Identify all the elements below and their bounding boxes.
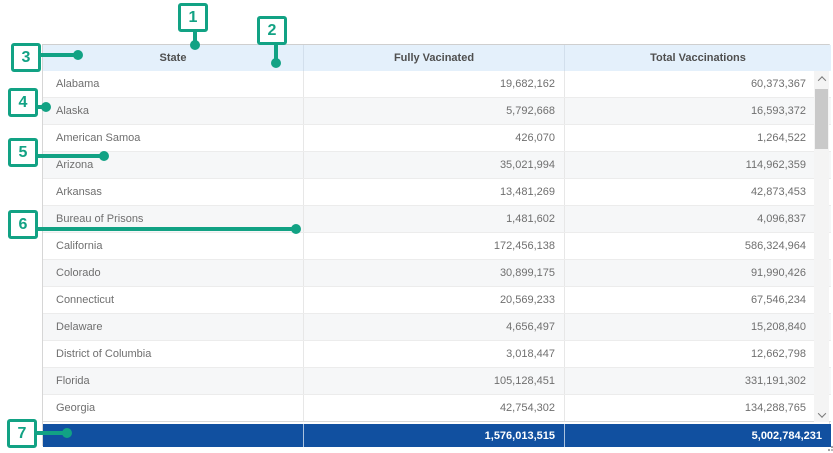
cell-fully-vaccinated: 3,018,447: [303, 341, 564, 367]
cell-state: Georgia: [43, 395, 303, 421]
cell-fully-vaccinated: 35,021,994: [303, 152, 564, 178]
cell-fully-vaccinated: 4,656,497: [303, 314, 564, 340]
table-body: Alabama19,682,16260,373,367Alaska5,792,6…: [43, 71, 831, 422]
table-row[interactable]: Delaware4,656,49715,208,840: [43, 314, 831, 341]
table-row[interactable]: Arizona35,021,994114,962,359: [43, 152, 831, 179]
totals-row: 1,576,013,515 5,002,784,231: [43, 424, 831, 447]
table-header: State Fully Vacinated Total Vaccinations: [43, 45, 831, 71]
table-row[interactable]: District of Columbia3,018,44712,662,798: [43, 341, 831, 368]
callout-2-dot: [271, 58, 281, 68]
callout-3: 3: [11, 43, 41, 72]
cell-state: Florida: [43, 368, 303, 394]
callout-6: 6: [8, 210, 38, 239]
cell-fully-vaccinated: 42,754,302: [303, 395, 564, 421]
cell-state: Alaska: [43, 98, 303, 124]
cell-state: American Samoa: [43, 125, 303, 151]
vaccination-table: State Fully Vacinated Total Vaccinations…: [42, 44, 830, 446]
callout-2: 2: [257, 16, 287, 45]
callout-3-dot: [73, 50, 83, 60]
cell-total-vaccinations: 331,191,302: [564, 368, 831, 394]
vertical-scrollbar[interactable]: [814, 71, 829, 422]
cell-total-vaccinations: 4,096,837: [564, 206, 831, 232]
cell-fully-vaccinated: 13,481,269: [303, 179, 564, 205]
scroll-down-icon: [817, 409, 825, 417]
scroll-up-button[interactable]: [814, 71, 829, 86]
table-row[interactable]: Colorado30,899,17591,990,426: [43, 260, 831, 287]
scroll-up-icon: [817, 76, 825, 84]
table-row[interactable]: Connecticut20,569,23367,546,234: [43, 287, 831, 314]
totals-total-vaccinations: 5,002,784,231: [564, 424, 831, 447]
callout-1: 1: [178, 3, 208, 32]
callout-7: 7: [7, 419, 37, 448]
cell-total-vaccinations: 42,873,453: [564, 179, 831, 205]
cell-state: District of Columbia: [43, 341, 303, 367]
resize-grip-icon[interactable]: [825, 441, 833, 450]
callout-7-dot: [62, 428, 72, 438]
cell-state: Connecticut: [43, 287, 303, 313]
cell-fully-vaccinated: 426,070: [303, 125, 564, 151]
callout-1-dot: [190, 40, 200, 50]
cell-total-vaccinations: 586,324,964: [564, 233, 831, 259]
cell-fully-vaccinated: 105,128,451: [303, 368, 564, 394]
table-row[interactable]: Florida105,128,451331,191,302: [43, 368, 831, 395]
column-header-fully-vaccinated[interactable]: Fully Vacinated: [303, 45, 564, 71]
cell-total-vaccinations: 12,662,798: [564, 341, 831, 367]
cell-state: Delaware: [43, 314, 303, 340]
callout-6-line: [37, 227, 297, 231]
cell-total-vaccinations: 16,593,372: [564, 98, 831, 124]
cell-total-vaccinations: 15,208,840: [564, 314, 831, 340]
cell-fully-vaccinated: 30,899,175: [303, 260, 564, 286]
callout-4: 4: [8, 88, 38, 117]
callout-5-dot: [99, 151, 109, 161]
totals-state-cell: [43, 424, 303, 447]
cell-fully-vaccinated: 172,456,138: [303, 233, 564, 259]
cell-total-vaccinations: 91,990,426: [564, 260, 831, 286]
screen: State Fully Vacinated Total Vaccinations…: [0, 0, 833, 453]
column-header-total-vaccinations[interactable]: Total Vaccinations: [564, 45, 831, 71]
table-row[interactable]: Alabama19,682,16260,373,367: [43, 71, 831, 98]
cell-fully-vaccinated: 20,569,233: [303, 287, 564, 313]
cell-total-vaccinations: 114,962,359: [564, 152, 831, 178]
callout-5-line: [37, 154, 105, 158]
callout-4-dot: [41, 102, 51, 112]
scroll-down-button[interactable]: [814, 407, 829, 422]
totals-fully-vaccinated: 1,576,013,515: [303, 424, 564, 447]
cell-state: Arkansas: [43, 179, 303, 205]
cell-total-vaccinations: 67,546,234: [564, 287, 831, 313]
scrollbar-thumb[interactable]: [815, 89, 828, 149]
table-row[interactable]: Georgia42,754,302134,288,765: [43, 395, 831, 422]
cell-total-vaccinations: 134,288,765: [564, 395, 831, 421]
cell-total-vaccinations: 60,373,367: [564, 71, 831, 97]
cell-total-vaccinations: 1,264,522: [564, 125, 831, 151]
table-row[interactable]: California172,456,138586,324,964: [43, 233, 831, 260]
cell-fully-vaccinated: 1,481,602: [303, 206, 564, 232]
table-row[interactable]: American Samoa426,0701,264,522: [43, 125, 831, 152]
cell-fully-vaccinated: 19,682,162: [303, 71, 564, 97]
callout-6-dot: [291, 224, 301, 234]
cell-state: Alabama: [43, 71, 303, 97]
cell-state: Colorado: [43, 260, 303, 286]
cell-fully-vaccinated: 5,792,668: [303, 98, 564, 124]
callout-5: 5: [8, 138, 38, 167]
table-row[interactable]: Alaska5,792,66816,593,372: [43, 98, 831, 125]
table-row[interactable]: Arkansas13,481,26942,873,453: [43, 179, 831, 206]
cell-state: California: [43, 233, 303, 259]
